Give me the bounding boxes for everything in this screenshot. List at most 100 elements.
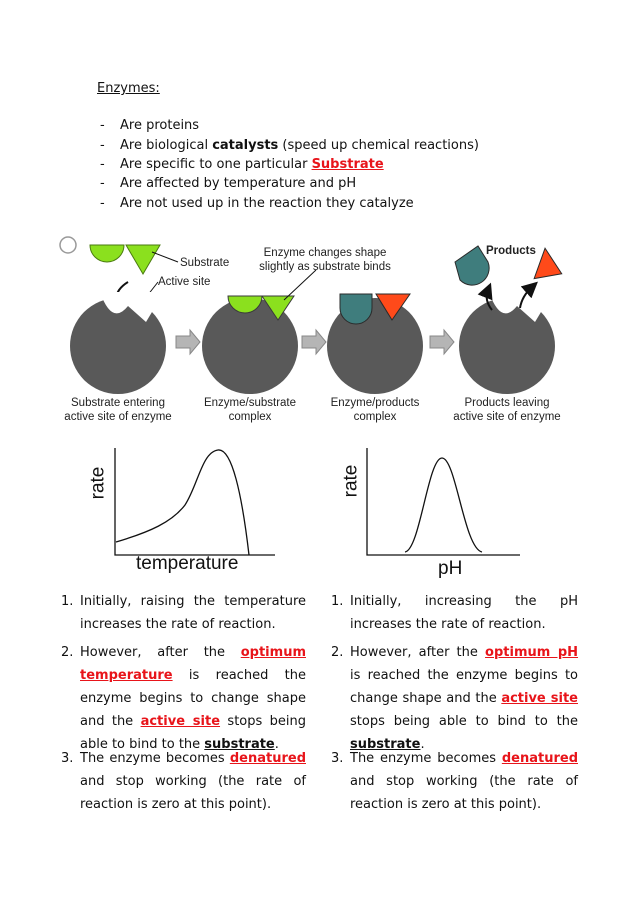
step-arrows [175,328,455,356]
product-shape [454,245,490,286]
bullet-text: Are specific to one particular Substrate [120,157,384,172]
text: The enzyme becomes [80,751,230,766]
substrate-shape [261,295,295,321]
enzyme [202,298,298,394]
notch [100,292,164,322]
bold-text: catalysts [212,138,279,153]
bullet-marker: - [100,196,105,211]
text: (speed up chemical reactions) [278,138,479,153]
item-text: Initially, raising the temperature incre… [80,590,306,636]
caption: Enzyme/substrate complex [180,396,320,424]
text: Initially, raising the temperature incre… [80,594,306,632]
text: is reached the enzyme begins to change s… [80,668,306,729]
bullet-marker: - [100,138,105,153]
caption: Products leaving active site of enzyme [437,396,577,424]
text: stops being able to bind to the [350,714,578,729]
x-axis-label: pH [438,558,463,579]
bullet-marker: - [100,176,105,191]
text: However, after the [80,645,241,660]
caption-line: active site of enzyme [453,411,561,423]
item-number: 1. [331,594,344,609]
keyword: optimum pH [485,645,579,660]
product-shape [375,293,411,321]
graph-curve [404,457,483,553]
diagram-label: Products [486,245,536,257]
bullet-text: Are biological catalysts (speed up chemi… [120,138,479,153]
arrow [519,281,538,309]
caption-line: Products leaving [464,397,550,409]
keyword: active site [140,714,221,729]
caption-line: active site of enzyme [64,411,172,423]
keyword: Substrate [311,157,384,172]
arrow [477,282,493,311]
text: The enzyme becomes [350,751,502,766]
text: . [420,737,425,752]
text: Are affected by temperature and pH [120,176,357,191]
y-axis-label: rate [340,464,362,498]
keyword: denatured [501,751,578,766]
diagram-label: Substrate [180,257,230,269]
item-text: The enzyme becomes denatured and stop wo… [350,747,578,816]
caption-line: Substrate entering [71,397,165,409]
caption-line: Enzyme/products [330,397,420,409]
label-line: Enzyme changes shape [263,247,387,259]
bullet-marker: - [100,118,105,133]
step-arrow [175,328,201,356]
item-text: However, after the optimum pH is reached… [350,641,578,756]
item-text: The enzyme becomes denatured and stop wo… [80,747,306,816]
enzyme [459,298,555,394]
substrate-shape [125,244,161,275]
label-line: slightly as substrate binds [259,261,391,273]
keyword: substrate [350,737,421,752]
caption-line: Enzyme/substrate [203,397,297,409]
item-number: 3. [331,751,344,766]
product-shape [533,247,563,280]
bullet-text: Are not used up in the reaction they cat… [120,196,414,211]
enzyme [70,298,166,394]
bullet-marker: - [100,157,105,172]
item-text: Initially, increasing the pH increases t… [350,590,578,636]
text: Are not used up in the reaction they cat… [120,196,414,211]
substrate-shape [89,244,125,263]
product-shape [339,293,373,325]
keyword: substrate [204,737,275,752]
heading: Enzymes: [97,81,160,96]
text: . [274,737,279,752]
text: stops being able to bind to the [80,714,307,752]
text: Are proteins [120,118,200,133]
text: Are biological [120,138,213,153]
caption: Substrate entering active site of enzyme [48,396,188,424]
keyword: denatured [229,751,306,766]
diagram-label: Enzyme changes shape slightly as substrat… [255,246,395,274]
graphs [114,448,520,556]
text: However, after the [350,645,486,660]
item-number: 3. [61,751,74,766]
keyword: active site [501,691,578,706]
text: Initially, increasing the pH increases t… [350,594,578,632]
leader-line [283,269,317,301]
logo [59,236,77,254]
graph-curve [115,449,250,556]
text: is reached the enzyme begins to change s… [350,668,578,706]
item-text: However, after the optimum temperature i… [80,641,306,756]
bullet-text: Are affected by temperature and pH [120,176,356,191]
item-number: 2. [61,645,74,660]
text: and stop working (the rate of reaction i… [80,774,306,812]
text: Are specific to one particular [120,157,312,172]
caption-line: complex [228,411,272,423]
item-number: 1. [61,594,74,609]
graph-axes [114,448,275,556]
y-axis-label: rate [87,466,109,500]
text: and stop working (the rate of reaction i… [350,774,578,812]
item-number: 2. [331,645,344,660]
diagram-label: Active site [158,276,211,288]
step-arrow [429,328,455,356]
step-arrow [301,328,327,356]
keyword: optimum temperature [80,645,306,683]
leader-line [151,251,179,263]
graph-axes [366,448,520,556]
bullet-text: Are proteins [120,118,199,133]
x-axis-label: temperature [136,553,239,574]
